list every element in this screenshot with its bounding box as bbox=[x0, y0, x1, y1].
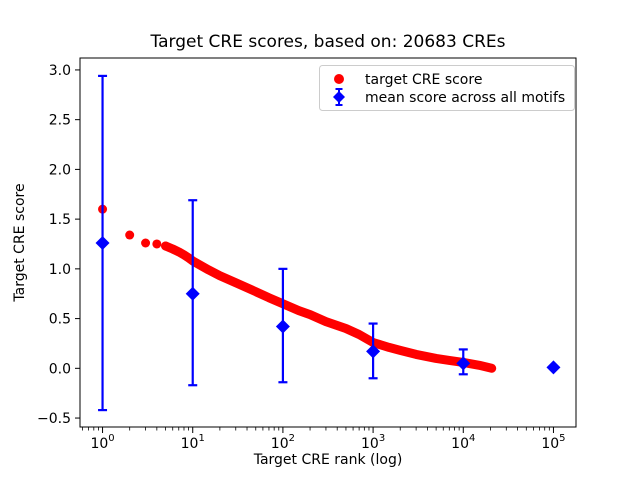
mean-diamond-marker bbox=[546, 360, 561, 375]
x-tick-label: 102 bbox=[271, 433, 295, 452]
mean-diamond-marker bbox=[185, 286, 200, 301]
red-data-point bbox=[141, 238, 151, 248]
legend: target CRE score mean score across all m… bbox=[319, 65, 575, 111]
red-data-point bbox=[161, 241, 171, 251]
mean-diamond-marker bbox=[275, 319, 290, 334]
y-tick-label: 1.5 bbox=[49, 212, 71, 228]
y-tick-label: 0.5 bbox=[49, 312, 71, 328]
x-tick-label: 104 bbox=[451, 433, 475, 452]
axes: 100 101 102 103 104 105 3.0 2.5 2.0 1.5 1.0 0.5 0.0 −… bbox=[37, 63, 566, 452]
mean-diamond-marker bbox=[366, 344, 381, 359]
x-tick-label: 101 bbox=[181, 433, 205, 452]
red-data-band bbox=[161, 241, 497, 373]
chart-title: Target CRE scores, based on: 20683 CREs bbox=[150, 32, 506, 52]
legend-label-mean: mean score across all motifs bbox=[365, 90, 565, 106]
y-tick-label: 0.0 bbox=[49, 361, 71, 377]
plot-border bbox=[79, 57, 577, 428]
y-tick-label: 2.5 bbox=[49, 113, 71, 129]
x-tick-label: 105 bbox=[541, 433, 565, 452]
y-tick-label: 3.0 bbox=[49, 63, 71, 79]
data-series bbox=[95, 74, 561, 412]
x-axis-label: Target CRE rank (log) bbox=[253, 452, 403, 468]
legend-diamond-marker bbox=[333, 88, 345, 106]
mean-diamond-marker bbox=[456, 356, 471, 371]
mean-diamond-marker bbox=[95, 235, 110, 250]
legend-label-target: target CRE score bbox=[365, 72, 482, 88]
y-tick-label: 2.0 bbox=[49, 162, 71, 178]
red-data-point bbox=[125, 230, 135, 240]
legend-circle-marker bbox=[334, 74, 344, 84]
y-tick-label: −0.5 bbox=[37, 411, 71, 427]
y-tick-label: 1.0 bbox=[49, 262, 71, 278]
y-axis-label: Target CRE score bbox=[12, 183, 28, 302]
x-tick-label: 100 bbox=[90, 433, 114, 452]
legend-box bbox=[319, 65, 575, 111]
red-data-point bbox=[152, 239, 162, 249]
x-tick-label: 103 bbox=[361, 433, 385, 452]
